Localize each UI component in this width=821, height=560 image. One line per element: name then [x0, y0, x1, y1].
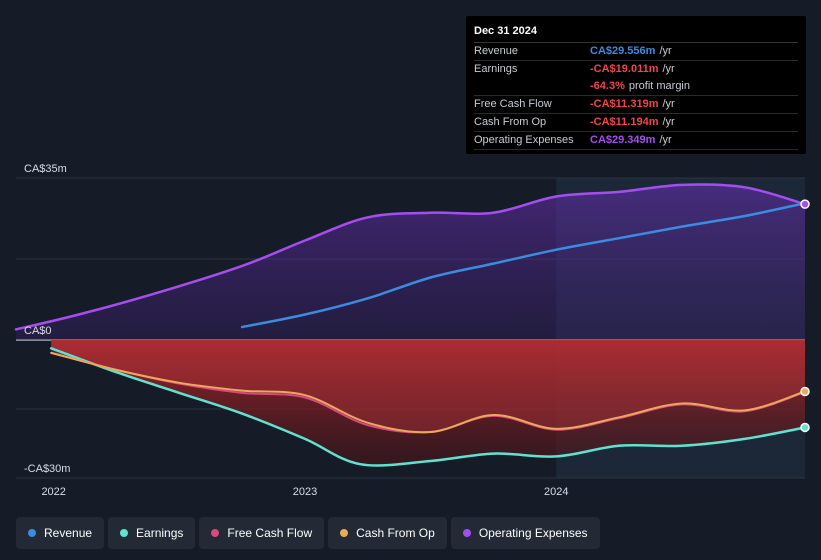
- x-tick-label: 2022: [41, 486, 65, 498]
- tooltip-value: -CA$11.319m: [590, 98, 659, 110]
- tooltip-row-profit-margin: -64.3% profit margin: [474, 78, 798, 96]
- legend-item-earnings[interactable]: Earnings: [108, 517, 196, 549]
- legend-item-operating-expenses[interactable]: Operating Expenses: [450, 517, 600, 549]
- earnings-line: [49, 347, 807, 467]
- tooltip-row-revenue: Revenue CA$29.556m /yr: [474, 43, 798, 61]
- cash-from-op-area: [51, 340, 805, 433]
- revenue-line: [240, 201, 807, 329]
- tooltip-unit: profit margin: [628, 80, 690, 92]
- legend-label: Operating Expenses: [478, 526, 588, 540]
- tooltip-panel: Dec 31 2024 Revenue CA$29.556m /yr Earni…: [466, 16, 806, 154]
- tooltip-value: CA$29.556m: [590, 45, 656, 57]
- y-tick-label: CA$35m: [24, 163, 67, 175]
- y-tick-label: CA$0: [24, 325, 52, 337]
- y-tick-label: -CA$30m: [24, 463, 70, 475]
- legend-dot-icon: [340, 529, 349, 537]
- operating-expenses-line: [14, 183, 807, 331]
- legend-dot-icon: [462, 529, 471, 537]
- earnings-end-point: [800, 422, 810, 433]
- operating-expenses-area: [16, 184, 805, 340]
- tooltip-row-free-cash-flow: Free Cash Flow -CA$11.319m /yr: [474, 96, 798, 114]
- tooltip-value: -CA$19.011m: [590, 63, 659, 75]
- tooltip-unit: /yr: [659, 134, 672, 146]
- tooltip-unit: /yr: [659, 45, 672, 57]
- tooltip-value: -CA$11.194m: [590, 116, 659, 128]
- tooltip-unit: /yr: [662, 63, 675, 75]
- earnings-area: [51, 340, 805, 466]
- x-tick-label: 2023: [293, 486, 317, 498]
- tooltip-date: Dec 31 2024: [474, 24, 798, 43]
- legend-dot-icon: [211, 529, 220, 537]
- chart-legend: Revenue Earnings Free Cash Flow Cash Fro…: [16, 517, 600, 549]
- tooltip-row-cash-from-op: Cash From Op -CA$11.194m /yr: [474, 114, 798, 132]
- tooltip-unit: /yr: [662, 116, 675, 128]
- tooltip-label: Cash From Op: [474, 116, 547, 128]
- tooltip-row-earnings: Earnings -CA$19.011m /yr: [474, 61, 798, 78]
- tooltip-label: [474, 78, 590, 95]
- legend-label: Free Cash Flow: [227, 526, 313, 540]
- tooltip-value: -64.3%: [590, 80, 625, 92]
- legend-dot-icon: [120, 529, 129, 537]
- tooltip-label: Earnings: [474, 63, 518, 75]
- legend-item-free-cash-flow[interactable]: Free Cash Flow: [199, 517, 325, 549]
- tooltip-row-operating-expenses: Operating Expenses CA$29.349m /yr: [474, 132, 798, 150]
- legend-item-cash-from-op[interactable]: Cash From Op: [328, 517, 447, 549]
- legend-label: Revenue: [44, 526, 93, 540]
- cash-from-op-end-point: [800, 386, 810, 397]
- legend-label: Cash From Op: [356, 526, 435, 540]
- operating-expenses-end-point: [800, 199, 810, 209]
- tooltip-value: CA$29.349m: [590, 134, 656, 146]
- legend-label: Earnings: [136, 526, 184, 540]
- legend-item-revenue[interactable]: Revenue: [16, 517, 105, 549]
- legend-dot-icon: [28, 529, 36, 537]
- x-tick-label: 2024: [544, 486, 568, 498]
- tooltip-label: Free Cash Flow: [474, 98, 552, 110]
- cash-from-op-line: [50, 351, 806, 434]
- tooltip-label: Operating Expenses: [474, 134, 574, 146]
- tooltip-label: Revenue: [474, 45, 519, 57]
- tooltip-unit: /yr: [662, 98, 675, 110]
